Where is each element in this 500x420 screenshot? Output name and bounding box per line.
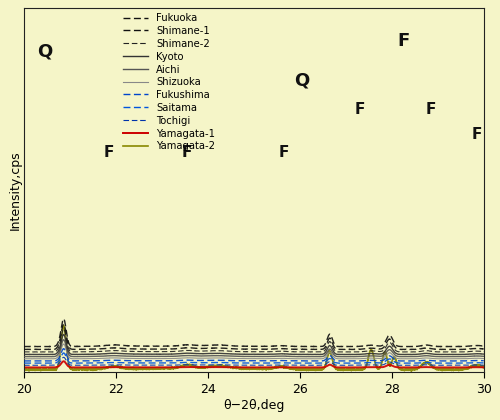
Text: F: F [354, 102, 365, 117]
Text: F: F [397, 32, 409, 50]
Text: Q: Q [37, 42, 52, 60]
Text: F: F [472, 127, 482, 142]
Text: F: F [426, 102, 436, 117]
Text: F: F [104, 145, 115, 160]
Y-axis label: Intensity,cps: Intensity,cps [8, 151, 22, 230]
Text: F: F [278, 145, 289, 160]
Legend: Fukuoka, Shimane-1, Shimane-2, Kyoto, Aichi, Shizuoka, Fukushima, Saitama, Tochi: Fukuoka, Shimane-1, Shimane-2, Kyoto, Ai… [124, 13, 216, 151]
X-axis label: θ−2θ,deg: θ−2θ,deg [223, 399, 284, 412]
Text: F: F [182, 145, 192, 160]
Text: Q: Q [294, 71, 310, 89]
